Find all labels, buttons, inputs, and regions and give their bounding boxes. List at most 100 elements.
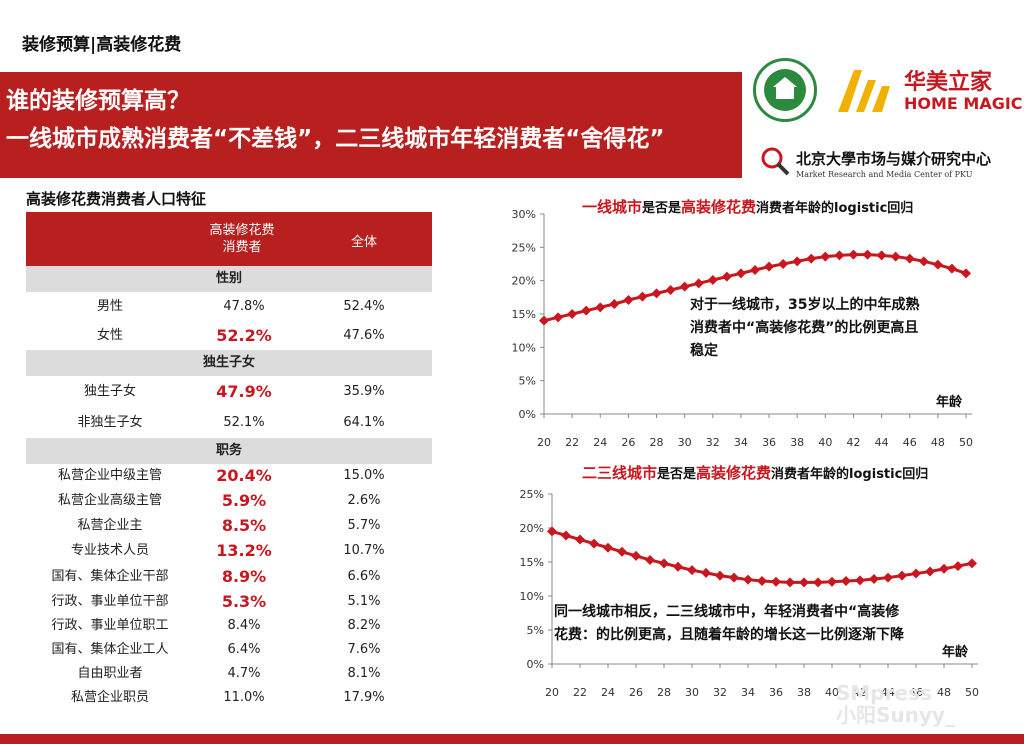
x-tick-label: 50 bbox=[959, 436, 973, 449]
data-point bbox=[603, 542, 613, 553]
data-point bbox=[918, 256, 929, 267]
data-point bbox=[771, 576, 781, 587]
data-point bbox=[778, 259, 789, 269]
high-spend-value: 52.2% bbox=[216, 326, 272, 345]
x-axis-label: 年龄 bbox=[942, 644, 969, 660]
x-tick-label: 50 bbox=[965, 686, 979, 699]
high-spend-value: 5.9% bbox=[221, 491, 267, 510]
data-point bbox=[792, 256, 803, 267]
overall-value: 47.6% bbox=[343, 328, 385, 343]
chart1-title-red2: 高装修花费 bbox=[681, 198, 757, 216]
x-tick-label: 22 bbox=[573, 686, 587, 699]
data-point bbox=[876, 250, 887, 261]
data-point bbox=[665, 285, 676, 295]
x-tick-label: 48 bbox=[931, 436, 945, 449]
chart2-note-line2: 花费：的比例更高，且随着年龄的增长这一比例逐渐下降 bbox=[554, 627, 904, 643]
data-point bbox=[645, 554, 655, 565]
x-tick-label: 40 bbox=[825, 686, 839, 699]
chart2-title: 二三线城市是否是高装修花费消费者年龄的logistic回归 bbox=[582, 462, 928, 483]
table-row: 国有、集体企业工人 6.4% 7.6% bbox=[26, 638, 432, 662]
data-point bbox=[707, 275, 718, 285]
data-point bbox=[799, 577, 809, 588]
house-body-icon bbox=[776, 87, 794, 99]
row-label: 女性 bbox=[96, 328, 123, 343]
y-tick-label: 0% bbox=[527, 658, 544, 671]
data-point bbox=[553, 312, 564, 323]
data-point bbox=[743, 574, 753, 585]
x-tick-label: 44 bbox=[875, 436, 889, 449]
overall-value: 10.7% bbox=[343, 543, 385, 558]
x-tick-label: 48 bbox=[937, 686, 951, 699]
table-row: 独生子女 47.9% 35.9% bbox=[26, 376, 432, 408]
high-spend-value: 8.5% bbox=[221, 516, 267, 535]
x-tick-label: 38 bbox=[797, 686, 811, 699]
y-tick-label: 10% bbox=[520, 590, 544, 603]
data-point bbox=[561, 530, 571, 541]
data-point bbox=[715, 570, 725, 581]
row-label: 非独生子女 bbox=[77, 415, 143, 430]
y-tick-label: 15% bbox=[520, 556, 544, 569]
data-point bbox=[735, 268, 746, 279]
data-point bbox=[855, 575, 865, 586]
data-point bbox=[567, 309, 578, 319]
chart1-title-mid: 是否是 bbox=[642, 201, 682, 216]
home-magic-cn: 华美立家 bbox=[904, 70, 993, 95]
data-point bbox=[961, 268, 971, 279]
overall-value: 2.6% bbox=[347, 493, 381, 508]
data-point bbox=[651, 288, 662, 299]
data-point bbox=[967, 558, 977, 569]
data-point bbox=[813, 577, 823, 588]
x-tick-label: 26 bbox=[629, 686, 643, 699]
x-tick-label: 32 bbox=[706, 436, 720, 449]
data-point bbox=[939, 563, 949, 574]
bottom-bar bbox=[0, 734, 1024, 744]
pku-name-cn: 北京大學市场与媒介研究中心 bbox=[796, 150, 992, 168]
high-spend-value: 4.7% bbox=[227, 666, 261, 681]
data-point bbox=[925, 566, 935, 577]
header-high-spend-line2: 消费者 bbox=[222, 240, 262, 255]
chart1-title-red1: 一线城市 bbox=[582, 198, 643, 216]
chart2-title-red2: 高装修花费 bbox=[696, 464, 772, 482]
data-point bbox=[575, 534, 585, 545]
magnifier-icon bbox=[761, 147, 790, 176]
high-spend-value: 6.4% bbox=[227, 642, 261, 657]
data-point bbox=[869, 574, 879, 584]
page-title: 装修预算|高装修花费 bbox=[22, 35, 182, 55]
house-icon bbox=[773, 77, 797, 87]
data-point bbox=[911, 568, 921, 579]
watermark-line1: SMpress bbox=[836, 681, 932, 705]
x-tick-label: 28 bbox=[650, 436, 664, 449]
y-tick-label: 5% bbox=[519, 375, 536, 388]
data-point bbox=[946, 263, 957, 274]
data-point bbox=[834, 250, 845, 261]
row-label: 私营企业职员 bbox=[70, 690, 149, 705]
y-tick-label: 20% bbox=[520, 522, 544, 535]
table-row: 私营企业中级主管 20.4% 15.0% bbox=[26, 464, 432, 488]
data-point bbox=[547, 526, 557, 537]
data-point bbox=[539, 315, 549, 326]
row-label: 行政、事业单位职工 bbox=[51, 618, 169, 633]
high-spend-value: 20.4% bbox=[216, 466, 272, 485]
data-point bbox=[701, 567, 711, 578]
x-tick-label: 42 bbox=[846, 436, 860, 449]
data-point bbox=[890, 251, 901, 262]
x-tick-label: 46 bbox=[909, 686, 923, 699]
data-point bbox=[785, 577, 795, 588]
table-row: 女性 52.2% 47.6% bbox=[26, 322, 432, 350]
x-tick-label: 34 bbox=[734, 436, 748, 449]
table-row: 自由职业者 4.7% 8.1% bbox=[26, 662, 432, 686]
header-high-spend-line1: 高装修花费 bbox=[209, 223, 275, 238]
x-tick-label: 32 bbox=[713, 686, 727, 699]
table-row: 专业技术人员 13.2% 10.7% bbox=[26, 538, 432, 564]
data-point bbox=[757, 576, 767, 587]
overall-value: 8.2% bbox=[347, 618, 381, 633]
watermark-line2: 小阳Sunyy_ bbox=[836, 703, 955, 727]
demographics-table: 高装修花费 消费者 全体 性别 男性 47.8% 52.4% 女性 52.2% 47.6% 独… bbox=[26, 212, 432, 710]
row-label: 行政、事业单位干部 bbox=[51, 594, 169, 609]
chart1-note: 对于一线城市，35岁以上的中年成熟 消费者中“高装修花费”的比例更高且 稳定 bbox=[690, 294, 919, 363]
y-tick-label: 0% bbox=[519, 408, 536, 421]
headline-banner: 谁的装修预算高？ 一线城市成熟消费者“不差钱”，二三线城市年轻消费者“舍得花” bbox=[0, 72, 742, 178]
high-spend-value: 47.9% bbox=[216, 382, 272, 401]
overall-value: 7.6% bbox=[347, 642, 381, 657]
chart1-title-tail: 消费者年龄的logistic回归 bbox=[756, 201, 914, 216]
